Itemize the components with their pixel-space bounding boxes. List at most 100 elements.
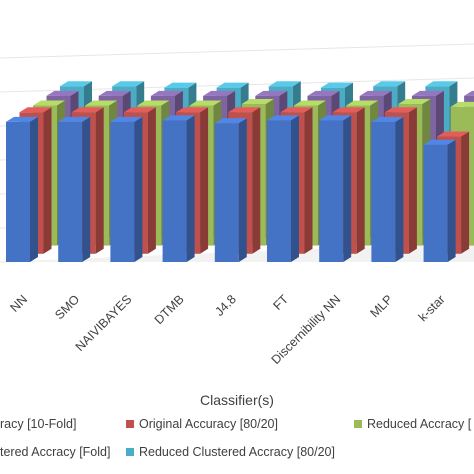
- gridline: [0, 43, 474, 59]
- category-label: NAIVIBAYES: [73, 292, 135, 354]
- bar-top: [384, 107, 417, 113]
- bar-top: [6, 116, 38, 122]
- bar: [423, 139, 456, 262]
- bar-front: [214, 123, 239, 262]
- category-label: DTMB: [152, 292, 187, 327]
- bar-top: [371, 116, 404, 122]
- bar-top: [203, 90, 236, 96]
- bar-top: [437, 131, 470, 137]
- bar: [214, 118, 247, 262]
- legend-label: Reduced Accracy [: [367, 417, 472, 431]
- bar-side: [95, 107, 104, 254]
- bar-top: [359, 90, 392, 96]
- bar-side: [252, 107, 261, 254]
- bar-front: [371, 121, 396, 262]
- bar-top: [423, 139, 456, 145]
- bar-top: [98, 90, 131, 96]
- legend-item: Original Accuracy [80/20]: [126, 417, 278, 431]
- legend: racy [10-Fold] Original Accuracy [80/20] R…: [0, 417, 472, 459]
- bar-side: [343, 115, 352, 263]
- bar-top: [150, 90, 183, 96]
- bar-top: [464, 90, 474, 96]
- legend-label: Original Accuracy [80/20]: [139, 417, 278, 431]
- bar-top: [268, 81, 301, 87]
- bar-top: [162, 115, 195, 121]
- bar-top: [85, 100, 118, 106]
- legend-item: tered Accracy [Fold]: [0, 445, 110, 459]
- legend-swatch: [354, 420, 362, 428]
- bar-side: [147, 107, 156, 254]
- bar-side: [186, 115, 195, 263]
- category-label: FT: [270, 292, 291, 313]
- category-label: J4.8: [212, 292, 239, 319]
- bar-top: [346, 100, 379, 106]
- bar-top: [398, 99, 431, 105]
- bar-top: [19, 107, 52, 113]
- bar-top: [164, 82, 197, 88]
- bar-side: [30, 116, 38, 262]
- bar-top: [321, 82, 353, 88]
- bar-top: [123, 107, 156, 113]
- bar-side: [200, 107, 209, 254]
- bar-top: [58, 116, 91, 122]
- bar-top: [110, 116, 143, 122]
- bar-side: [447, 139, 456, 262]
- category-label: MLP: [367, 292, 395, 320]
- bar-side: [291, 115, 299, 263]
- bar-top: [411, 90, 444, 96]
- x-axis-title: Classifier(s): [200, 392, 274, 408]
- legend-label: tered Accracy [Fold]: [0, 445, 110, 459]
- bar-top: [176, 107, 209, 113]
- legend-item: Reduced Clustered Accracy [80/20]: [126, 445, 335, 459]
- bar-side: [408, 107, 417, 254]
- bar-top: [189, 100, 222, 106]
- bar-top: [214, 118, 247, 124]
- legend-label: Reduced Clustered Accracy [80/20]: [139, 445, 335, 459]
- bar: [110, 116, 143, 262]
- bar-top: [216, 82, 249, 88]
- bar: [371, 116, 404, 262]
- bar-side: [43, 107, 52, 254]
- bar-top: [280, 107, 313, 113]
- bar-front: [162, 120, 187, 263]
- bar: [162, 115, 195, 263]
- bar: [58, 116, 91, 262]
- bar-front: [267, 120, 291, 263]
- bar-top: [294, 100, 326, 106]
- legend-swatch: [126, 448, 134, 456]
- bar-side: [82, 116, 91, 262]
- bar-front: [423, 144, 448, 262]
- bar-front: [319, 120, 344, 263]
- legend-item: racy [10-Fold]: [0, 417, 76, 431]
- bar-top: [228, 107, 261, 113]
- bar-top: [71, 107, 104, 113]
- bar-side: [395, 116, 404, 262]
- bar-front: [110, 121, 135, 262]
- bar-top: [112, 81, 145, 87]
- bar-front: [6, 121, 30, 262]
- bar-top: [255, 90, 288, 96]
- bar-top: [425, 81, 458, 87]
- legend-swatch: [126, 420, 134, 428]
- bar-side: [304, 107, 313, 254]
- bar: [319, 115, 352, 263]
- bar-front: [58, 121, 83, 262]
- bar: [6, 116, 38, 262]
- category-label: NN: [7, 292, 30, 315]
- bar-side: [461, 131, 470, 254]
- legend-item: Reduced Accracy [: [354, 417, 472, 431]
- legend-label: racy [10-Fold]: [0, 417, 76, 431]
- bar-top: [241, 99, 274, 105]
- bar: [267, 115, 299, 263]
- category-label: SMO: [52, 292, 82, 322]
- bars: [6, 81, 474, 263]
- bar-top: [60, 81, 92, 87]
- bar-side: [134, 116, 143, 262]
- bar-top: [332, 107, 365, 113]
- category-label: k-star: [416, 292, 448, 324]
- bar-top: [33, 100, 65, 106]
- bar-top: [267, 115, 299, 121]
